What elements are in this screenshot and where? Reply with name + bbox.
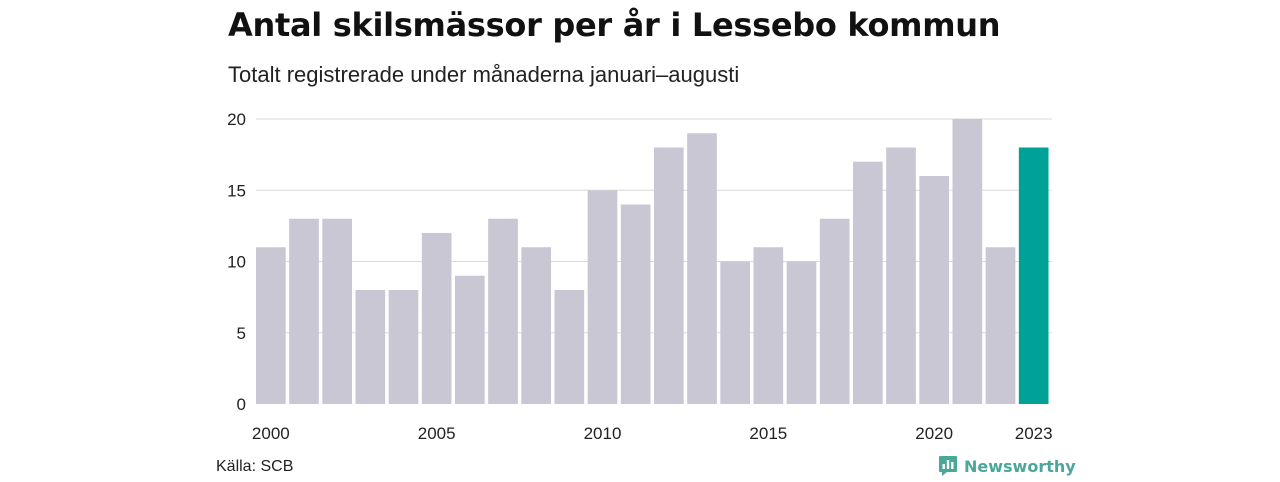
bar-2000 [256, 247, 286, 404]
bar-2012 [654, 147, 684, 404]
y-tick-label: 15 [227, 181, 246, 200]
bar-2016 [786, 261, 817, 404]
bar-2022 [985, 247, 1016, 404]
bar-2001 [289, 218, 319, 404]
bar-2018 [853, 161, 883, 404]
source-label: Källa: SCB [216, 458, 294, 475]
bar-2004 [388, 290, 419, 404]
bar-2013 [687, 133, 717, 404]
chart-bubble-icon [938, 455, 958, 477]
y-tick-label: 10 [227, 253, 246, 272]
bar-2014 [720, 261, 750, 404]
bar-2005 [421, 233, 452, 404]
bar-2002 [322, 218, 352, 404]
y-tick-label: 20 [227, 110, 246, 129]
x-tick-label: 2023 [1015, 424, 1053, 443]
bar-2009 [554, 290, 585, 404]
newsworthy-logo: Newsworthy [938, 455, 1076, 477]
bar-2021 [952, 119, 983, 404]
bar-2017 [819, 218, 850, 404]
y-tick-label: 0 [237, 395, 246, 414]
bar-2008 [521, 247, 551, 404]
y-tick-label: 5 [237, 324, 246, 343]
bar-2006 [455, 275, 485, 404]
brand-name: Newsworthy [964, 456, 1076, 476]
y-axis-ticks: 0 5 10 15 20 [227, 110, 246, 414]
bar-2015 [753, 247, 784, 404]
chart-title: Antal skilsmässor per år i Lessebo kommu… [228, 6, 1001, 44]
x-tick-label: 2000 [252, 424, 290, 443]
bar-2011 [620, 204, 651, 404]
bar-2003 [355, 290, 386, 404]
x-tick-label: 2005 [418, 424, 456, 443]
bars [256, 119, 1049, 404]
bar-2023 [1018, 147, 1049, 404]
bar-2019 [886, 147, 916, 404]
x-tick-label: 2020 [915, 424, 953, 443]
chart-subtitle: Totalt registrerade under månaderna janu… [228, 62, 740, 87]
bar-2007 [488, 218, 518, 404]
x-tick-label: 2015 [749, 424, 787, 443]
bar-2020 [919, 176, 949, 404]
x-axis-ticks: 2000 2005 2010 2015 2020 2023 [252, 424, 1053, 443]
bar-2010 [587, 190, 618, 404]
x-tick-label: 2010 [584, 424, 622, 443]
